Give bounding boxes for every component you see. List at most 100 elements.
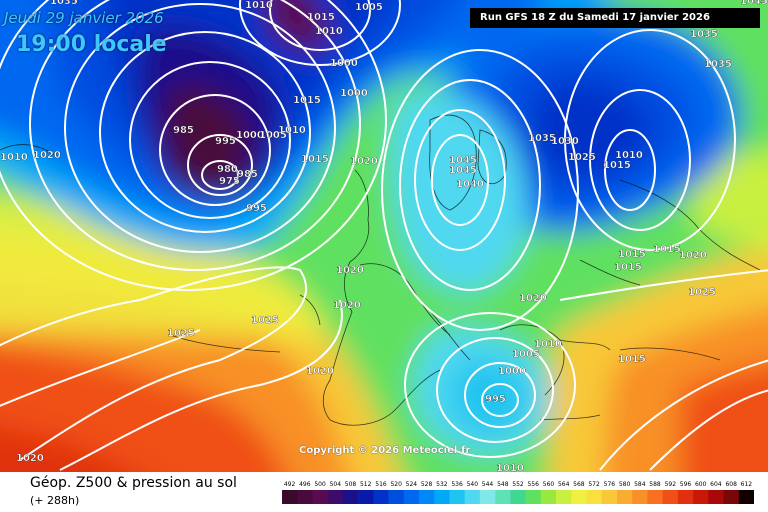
- map-title: Géop. Z500 & pression au sol: [30, 475, 237, 491]
- legend-value: 528: [421, 481, 433, 488]
- pressure-labels: 1035 1010 1005 1015 1010 1000 1000 1015 …: [0, 0, 768, 472]
- weather-map: 1035 1010 1005 1015 1010 1000 1000 1015 …: [0, 0, 768, 472]
- legend-value: 492: [284, 481, 296, 488]
- legend-value: 592: [665, 481, 677, 488]
- pressure-label: 1005: [259, 130, 287, 141]
- pressure-label: 1020: [306, 366, 334, 377]
- pressure-label: 1020: [679, 250, 707, 261]
- legend-swatch: [282, 490, 298, 504]
- legend-swatch: [434, 490, 450, 504]
- legend-value: 564: [558, 481, 570, 488]
- legend-swatch: [525, 490, 542, 504]
- legend-swatch: [327, 490, 344, 504]
- pressure-label: 1005: [355, 2, 383, 13]
- legend-value: 500: [314, 481, 326, 488]
- legend-swatch: [693, 490, 709, 504]
- color-legend: 492 496 500 504 508 512 516 520 524 528 532 536 540 5…: [282, 481, 754, 504]
- pressure-label: 1015: [653, 244, 681, 255]
- pressure-label: 1020: [16, 453, 44, 464]
- pressure-label: 1010: [0, 152, 28, 163]
- pressure-label: 1035: [690, 29, 718, 40]
- pressure-label: 1025: [167, 328, 195, 339]
- legend-value: 612: [741, 481, 753, 488]
- legend-value: 540: [467, 481, 479, 488]
- legend-swatch: [662, 490, 679, 504]
- legend-swatch: [449, 490, 465, 504]
- legend-swatch: [723, 490, 739, 504]
- legend-swatch: [617, 490, 633, 504]
- pressure-label: 975: [219, 176, 240, 187]
- legend-swatch: [464, 490, 481, 504]
- legend-swatch: [495, 490, 511, 504]
- legend-value: 556: [527, 481, 539, 488]
- legend-swatch: [708, 490, 724, 504]
- pressure-label: 995: [485, 394, 506, 405]
- pressure-label: 1000: [498, 366, 526, 377]
- pressure-label: 1020: [519, 293, 547, 304]
- legend-swatch: [312, 490, 328, 504]
- legend-value: 588: [649, 481, 661, 488]
- pressure-label: 995: [246, 203, 267, 214]
- legend-swatch: [571, 490, 587, 504]
- legend-value: 568: [573, 481, 585, 488]
- pressure-label: 1020: [350, 156, 378, 167]
- legend-swatch: [419, 490, 435, 504]
- legend-swatch: [632, 490, 648, 504]
- pressure-label: 985: [173, 125, 194, 136]
- pressure-label: 1015: [614, 262, 642, 273]
- pressure-label: 1015: [301, 154, 329, 165]
- pressure-label: 1000: [236, 130, 264, 141]
- pressure-label: 1035: [528, 133, 556, 144]
- legend-value: 496: [299, 481, 311, 488]
- pressure-label: 1020: [33, 150, 61, 161]
- legend-swatch: [586, 490, 602, 504]
- pressure-label: 1010: [615, 150, 643, 161]
- legend-value: 576: [604, 481, 616, 488]
- legend-swatch: [738, 490, 754, 504]
- legend-value: 580: [619, 481, 631, 488]
- legend-swatch: [540, 490, 557, 504]
- legend-swatch: [677, 490, 694, 504]
- legend-value: 572: [588, 481, 600, 488]
- forecast-date: Jeudi 29 janvier 2026: [4, 9, 164, 27]
- pressure-label: 1000: [340, 88, 368, 99]
- legend-value: 584: [634, 481, 646, 488]
- legend-value: 544: [482, 481, 494, 488]
- legend-value: 532: [436, 481, 448, 488]
- legend-value: 552: [512, 481, 524, 488]
- pressure-label: 1015: [293, 95, 321, 106]
- pressure-label: 1020: [333, 300, 361, 311]
- legend-swatch: [297, 490, 313, 504]
- legend-value: 608: [725, 481, 737, 488]
- pressure-label: 1045: [449, 165, 477, 176]
- legend-swatch: [342, 490, 359, 504]
- legend-value: 604: [710, 481, 722, 488]
- legend-value: 560: [543, 481, 555, 488]
- legend-value: 536: [451, 481, 463, 488]
- pressure-label: 1045: [740, 0, 768, 7]
- pressure-label: 980: [217, 164, 238, 175]
- legend-swatch: [556, 490, 572, 504]
- legend-value: 600: [695, 481, 707, 488]
- pressure-label: 1035: [50, 0, 78, 7]
- legend-value: 596: [680, 481, 692, 488]
- pressure-label: 1035: [704, 59, 732, 70]
- pressure-label: 995: [215, 136, 236, 147]
- pressure-label: 1015: [618, 249, 646, 260]
- legend-swatch: [373, 490, 389, 504]
- pressure-label: 1015: [307, 12, 335, 23]
- pressure-label: 1030: [551, 136, 579, 147]
- pressure-label: 1010: [278, 125, 306, 136]
- geopotential-field: [0, 0, 768, 472]
- pressure-label: 1025: [688, 287, 716, 298]
- pressure-label: 1010: [534, 339, 562, 350]
- legend-value: 520: [390, 481, 402, 488]
- pressure-label: 1040: [456, 179, 484, 190]
- legend-value: 504: [330, 481, 342, 488]
- legend-swatch: [358, 490, 374, 504]
- legend-value: 548: [497, 481, 509, 488]
- forecast-time: 19:00 locale: [16, 32, 167, 57]
- pressure-label: 1020: [336, 265, 364, 276]
- model-run-label: Run GFS 18 Z du Samedi 17 janvier 2026: [470, 8, 760, 28]
- legend-value: 508: [345, 481, 357, 488]
